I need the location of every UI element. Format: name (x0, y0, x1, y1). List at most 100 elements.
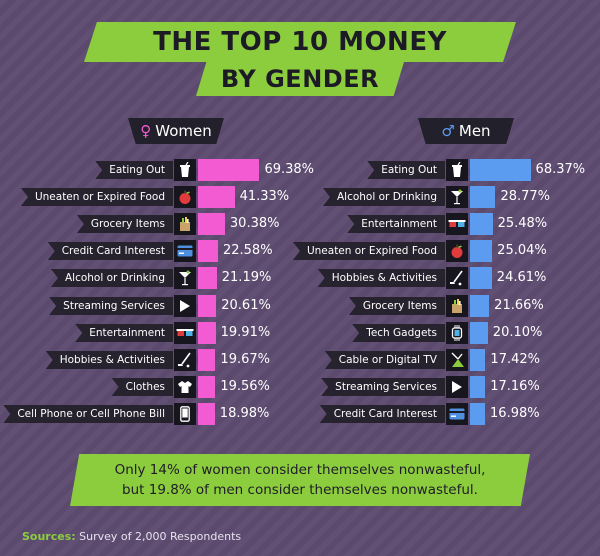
women-bar (198, 295, 217, 317)
men-value-label: 16.98% (490, 406, 540, 421)
women-value-label: 18.98% (219, 406, 270, 421)
women-value-label: 22.58% (222, 243, 273, 258)
women-bar (198, 186, 235, 208)
summary-line-2: but 19.8% of men consider themselves non… (122, 482, 478, 498)
women-bar (198, 322, 216, 344)
grocery-bag-icon (174, 213, 196, 235)
men-category-label: Credit Card Interest (319, 405, 445, 423)
smartwatch-icon (446, 322, 468, 344)
men-value-label: 25.48% (497, 216, 548, 231)
men-category-label: Eating Out (367, 161, 445, 179)
men-row: Credit Card Interest 16.98% (0, 403, 600, 425)
men-category-label: Streaming Services (321, 378, 445, 396)
men-value-label: 17.16% (490, 379, 540, 394)
men-value-label: 68.37% (535, 162, 586, 177)
women-row: Alcohol or Drinking 21.19% (0, 267, 600, 289)
women-row: Cell Phone or Cell Phone Bill 18.98% (0, 403, 600, 425)
sources-text: Survey of 2,000 Respondents (79, 530, 242, 543)
women-row: Grocery Items 30.38% (0, 213, 600, 235)
men-category-label: Grocery Items (348, 297, 445, 315)
women-row: Entertainment 19.91% (0, 322, 600, 344)
male-symbol-icon: ♂ (441, 122, 455, 140)
men-row: Hobbies & Activities 24.61% (0, 267, 600, 289)
smartphone-icon (174, 403, 196, 425)
men-category-label: Entertainment (347, 215, 445, 233)
men-bar (470, 403, 486, 425)
women-value-label: 41.33% (239, 189, 290, 204)
3d-glasses-icon (446, 213, 468, 235)
women-category-label: Entertainment (75, 324, 173, 342)
sources-label: Sources: (22, 530, 76, 543)
women-bar (198, 376, 216, 398)
women-bar (198, 240, 218, 262)
men-panel-title: Men (458, 122, 491, 140)
men-bar (470, 376, 486, 398)
drink-cup-icon (446, 159, 468, 181)
men-bar (470, 186, 496, 208)
cocktail-icon (174, 267, 196, 289)
hockey-stick-icon (446, 267, 468, 289)
women-value-label: 30.38% (229, 216, 280, 231)
men-bar (470, 349, 486, 371)
women-row: Clothes 19.56% (0, 376, 600, 398)
summary-banner: Only 14% of women consider themselves no… (70, 454, 530, 506)
men-row: Cable or Digital TV 17.42% (0, 349, 600, 371)
women-row: Eating Out 69.38% (0, 159, 600, 181)
men-bar (470, 322, 488, 344)
credit-card-icon (446, 403, 468, 425)
men-bar (470, 240, 493, 262)
women-category-label: Eating Out (95, 161, 173, 179)
sources-note: Sources: Survey of 2,000 Respondents (22, 530, 241, 543)
hockey-stick-icon (174, 349, 196, 371)
women-category-label: Cell Phone or Cell Phone Bill (3, 405, 173, 423)
men-bar (470, 159, 531, 181)
title-line-2: BY GENDER (196, 62, 404, 96)
play-icon (446, 376, 468, 398)
apple-icon (174, 186, 196, 208)
men-category-label: Tech Gadgets (352, 324, 445, 342)
summary-line-1: Only 14% of women consider themselves no… (114, 462, 486, 478)
women-category-label: Streaming Services (49, 297, 173, 315)
men-row: Eating Out 68.37% (0, 159, 600, 181)
women-category-label: Hobbies & Activities (45, 351, 173, 369)
women-row: Streaming Services 20.61% (0, 295, 600, 317)
men-bar (470, 267, 492, 289)
women-category-label: Credit Card Interest (47, 242, 173, 260)
women-panel-title: Women (155, 122, 212, 140)
women-category-label: Grocery Items (76, 215, 173, 233)
3d-glasses-icon (174, 322, 196, 344)
men-value-label: 21.66% (494, 298, 544, 313)
women-bar (198, 267, 217, 289)
women-value-label: 69.38% (264, 162, 315, 177)
men-row: Tech Gadgets 20.10% (0, 322, 600, 344)
women-category-label: Uneaten or Expired Food (20, 188, 173, 206)
men-panel-header: ♂ Men (418, 118, 514, 144)
women-bar (198, 403, 215, 425)
men-category-label: Uneaten or Expired Food (292, 242, 445, 260)
women-value-label: 19.56% (220, 379, 270, 394)
women-bar (198, 159, 260, 181)
drink-cup-icon (174, 159, 196, 181)
female-symbol-icon: ♀ (140, 122, 152, 140)
men-value-label: 24.61% (496, 270, 547, 285)
men-value-label: 17.42% (490, 352, 540, 367)
men-category-label: Cable or Digital TV (324, 351, 445, 369)
men-category-label: Alcohol or Drinking (322, 188, 445, 206)
women-panel-header: ♀ Women (128, 118, 224, 144)
tv-antenna-icon (446, 349, 468, 371)
men-value-label: 28.77% (500, 189, 551, 204)
men-bar (470, 213, 493, 235)
tshirt-icon (174, 376, 196, 398)
play-icon (174, 295, 196, 317)
grocery-bag-icon (446, 295, 468, 317)
women-value-label: 19.91% (220, 325, 271, 340)
cocktail-icon (446, 186, 468, 208)
women-value-label: 20.61% (221, 298, 271, 313)
men-row: Streaming Services 17.16% (0, 376, 600, 398)
women-value-label: 21.19% (221, 270, 272, 285)
men-value-label: 25.04% (497, 243, 547, 258)
women-row: Hobbies & Activities 19.67% (0, 349, 600, 371)
men-row: Alcohol or Drinking 28.77% (0, 186, 600, 208)
women-category-label: Clothes (111, 378, 173, 396)
men-value-label: 20.10% (492, 325, 543, 340)
